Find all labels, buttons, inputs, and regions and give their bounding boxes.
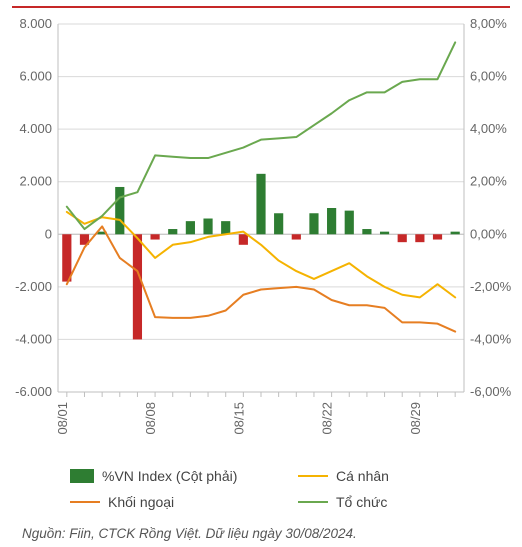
svg-text:4.000: 4.000	[19, 121, 52, 136]
svg-text:2,00%: 2,00%	[470, 174, 507, 189]
svg-text:08/08: 08/08	[143, 402, 158, 435]
svg-text:-4,00%: -4,00%	[470, 331, 512, 346]
legend-label-vnindex: %VN Index (Cột phải)	[102, 468, 237, 484]
svg-text:08/22: 08/22	[320, 402, 335, 435]
legend-swatch-khoingoai	[70, 501, 100, 503]
svg-text:08/29: 08/29	[408, 402, 423, 435]
svg-text:-6.000: -6.000	[15, 384, 52, 399]
legend-item-vnindex: %VN Index (Cột phải)	[70, 468, 270, 484]
svg-text:2.000: 2.000	[19, 174, 52, 189]
svg-text:0: 0	[45, 226, 52, 241]
source-text: Nguồn: Fiin, CTCK Rồng Việt. Dữ liệu ngà…	[22, 526, 357, 541]
legend-swatch-vnindex	[70, 469, 94, 483]
legend-item-khoingoai: Khối ngoại	[70, 494, 270, 510]
chart-svg: -6.000 -4.000 -2.000 0 2.000 4.000 6.000 8.000 -…	[0, 0, 522, 445]
svg-text:-2,00%: -2,00%	[470, 279, 512, 294]
svg-text:08/01: 08/01	[55, 402, 70, 435]
legend-label-canhan: Cá nhân	[336, 468, 389, 484]
legend-item-tochuc: Tổ chức	[298, 494, 498, 510]
legend-label-khoingoai: Khối ngoại	[108, 494, 174, 510]
svg-text:4,00%: 4,00%	[470, 121, 507, 136]
svg-text:8,00%: 8,00%	[470, 16, 507, 31]
svg-text:-4.000: -4.000	[15, 331, 52, 346]
svg-text:8.000: 8.000	[19, 16, 52, 31]
svg-text:-2.000: -2.000	[15, 279, 52, 294]
legend-label-tochuc: Tổ chức	[336, 494, 387, 510]
svg-text:0,00%: 0,00%	[470, 226, 507, 241]
svg-text:08/15: 08/15	[231, 402, 246, 435]
svg-text:-6,00%: -6,00%	[470, 384, 512, 399]
legend: %VN Index (Cột phải) Cá nhân Khối ngoại …	[70, 463, 510, 517]
legend-swatch-tochuc	[298, 501, 328, 503]
svg-text:6.000: 6.000	[19, 69, 52, 84]
top-rule	[12, 6, 510, 8]
svg-text:6,00%: 6,00%	[470, 69, 507, 84]
legend-swatch-canhan	[298, 475, 328, 477]
legend-item-canhan: Cá nhân	[298, 468, 498, 484]
